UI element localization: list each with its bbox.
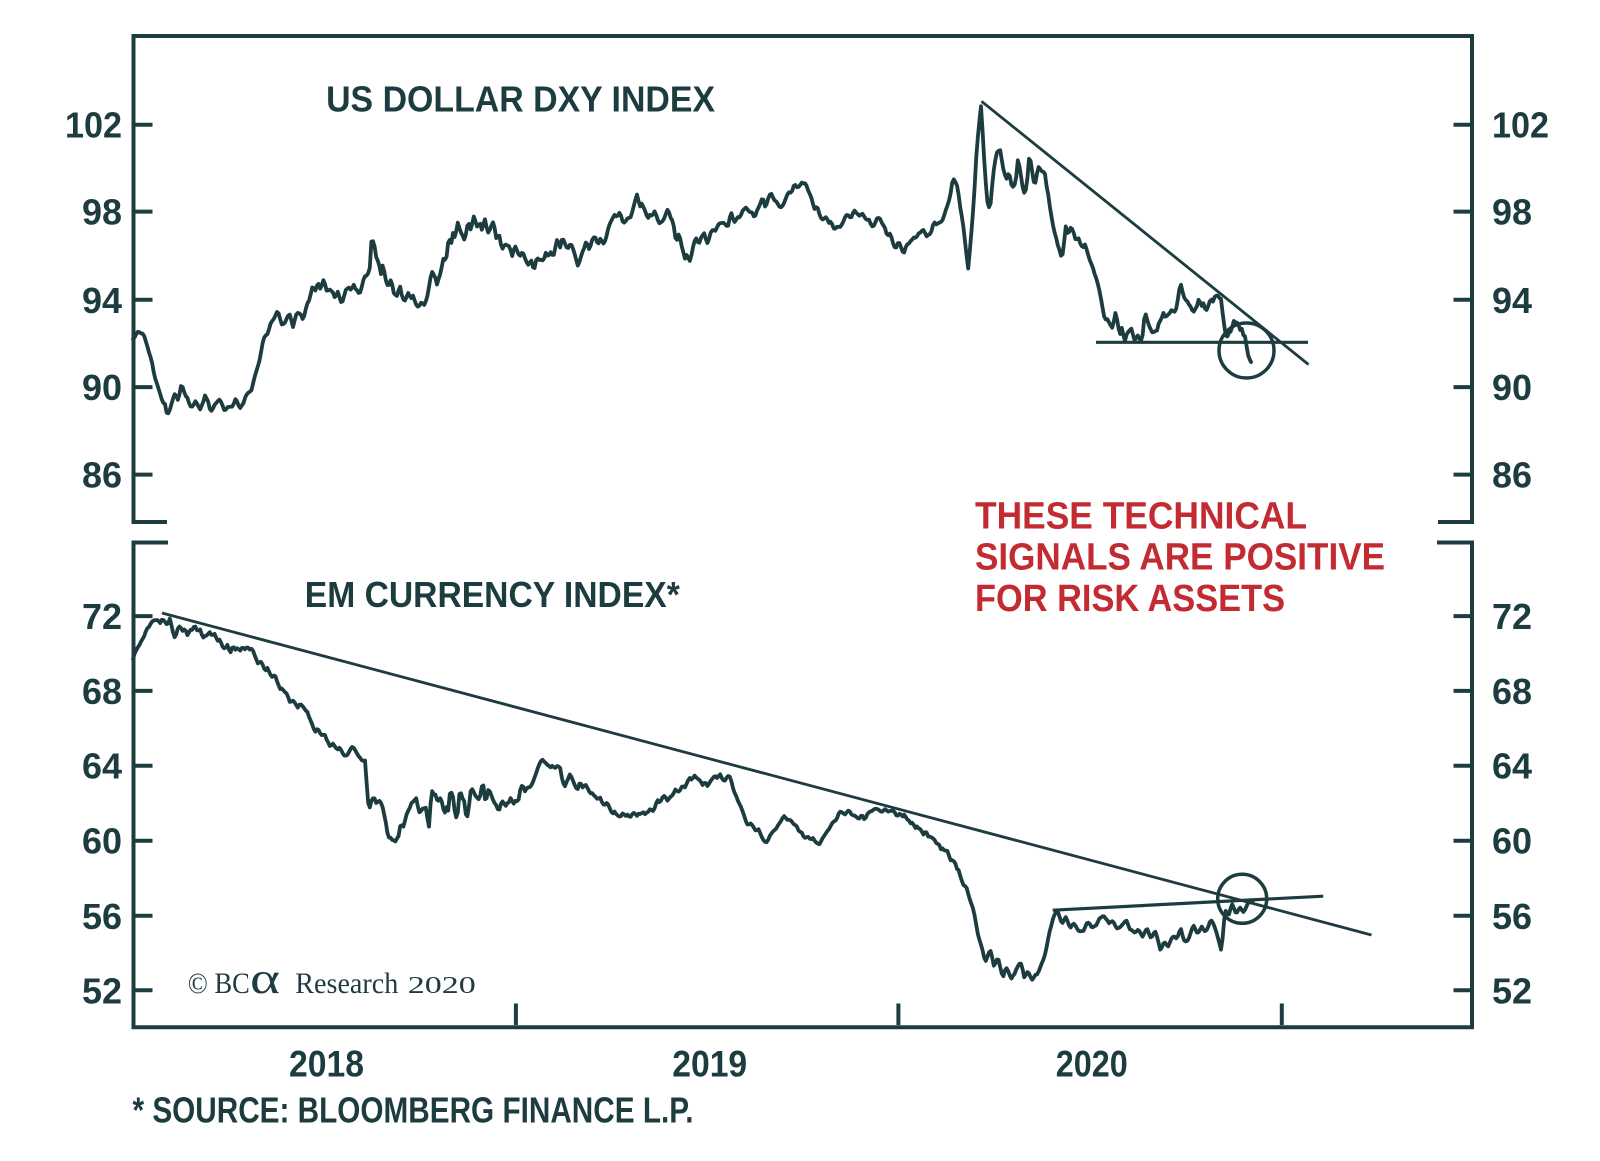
svg-text:2020: 2020	[1056, 1044, 1128, 1085]
svg-text:60: 60	[1492, 821, 1532, 862]
svg-text:64: 64	[82, 746, 122, 787]
svg-text:© BC: © BC	[188, 967, 250, 1000]
svg-text:US DOLLAR DXY INDEX: US DOLLAR DXY INDEX	[326, 78, 715, 119]
svg-text:EM CURRENCY INDEX*: EM CURRENCY INDEX*	[305, 574, 680, 615]
svg-text:72: 72	[1492, 596, 1532, 637]
svg-text:72: 72	[82, 596, 122, 637]
svg-text:94: 94	[1492, 280, 1532, 321]
svg-text:α: α	[250, 954, 280, 1003]
svg-text:64: 64	[1492, 746, 1532, 787]
svg-text:86: 86	[82, 455, 122, 496]
svg-text:98: 98	[1492, 192, 1532, 233]
svg-text:90: 90	[82, 367, 122, 408]
svg-text:2019: 2019	[672, 1044, 747, 1085]
svg-text:86: 86	[1492, 455, 1532, 496]
svg-text:90: 90	[1492, 367, 1532, 408]
svg-text:56: 56	[82, 896, 122, 937]
svg-text:68: 68	[82, 671, 122, 712]
svg-text:52: 52	[1492, 970, 1532, 1011]
svg-text:SIGNALS ARE POSITIVE: SIGNALS ARE POSITIVE	[975, 537, 1385, 579]
svg-text:102: 102	[65, 105, 122, 146]
svg-text:94: 94	[82, 280, 122, 321]
svg-text:FOR RISK ASSETS: FOR RISK ASSETS	[975, 578, 1285, 620]
svg-text:Research: Research	[295, 967, 398, 1000]
svg-text:56: 56	[1492, 896, 1532, 937]
svg-text:52: 52	[82, 970, 122, 1011]
svg-text:2020: 2020	[408, 971, 476, 998]
svg-text:THESE TECHNICAL: THESE TECHNICAL	[975, 496, 1307, 538]
svg-text:60: 60	[82, 821, 122, 862]
svg-text:98: 98	[82, 192, 122, 233]
svg-text:102: 102	[1492, 105, 1549, 146]
svg-text:* SOURCE: BLOOMBERG FINANCE L.: * SOURCE: BLOOMBERG FINANCE L.P.	[133, 1090, 694, 1131]
svg-text:2018: 2018	[289, 1044, 364, 1085]
svg-text:68: 68	[1492, 671, 1532, 712]
